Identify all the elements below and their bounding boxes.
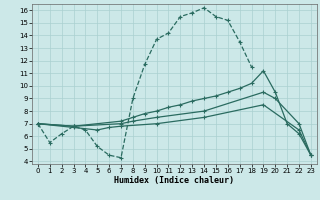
X-axis label: Humidex (Indice chaleur): Humidex (Indice chaleur) [115, 176, 234, 185]
